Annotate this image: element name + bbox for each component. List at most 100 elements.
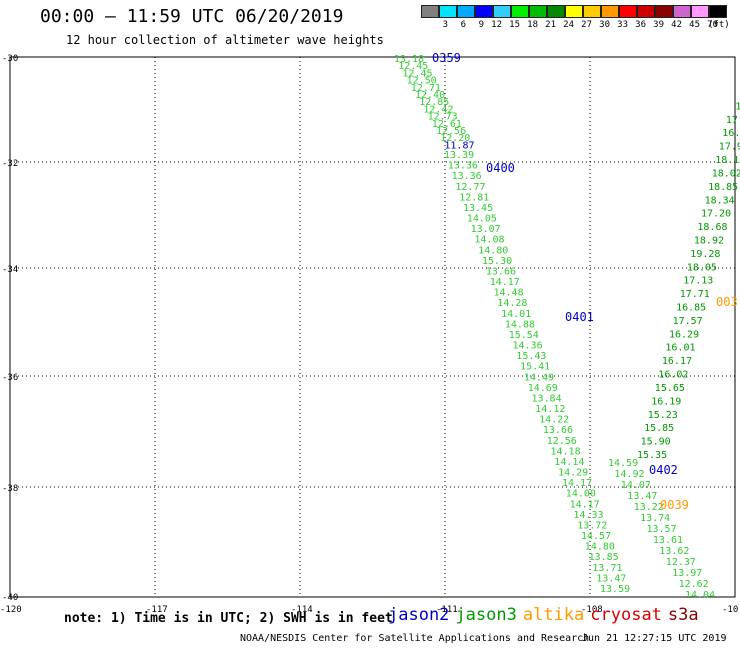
track-a-value: 12.50 xyxy=(407,76,437,87)
map-subtitle: 12 hour collection of altimeter wave hei… xyxy=(66,33,384,47)
color-scale-tick: 15 xyxy=(509,20,520,30)
track-b-value: 15.65 xyxy=(655,383,685,394)
color-scale-tick: 36 xyxy=(635,20,646,30)
color-swatch xyxy=(601,5,619,18)
track-a-value: 14.00 xyxy=(566,489,596,500)
track-b-value: 18.13 xyxy=(715,155,740,166)
track-a-value: 14.57 xyxy=(581,531,611,542)
track-b-value: 19.28 xyxy=(690,249,720,260)
pass-time-label: 0359 xyxy=(432,51,461,65)
color-swatch xyxy=(511,5,529,18)
color-scale-unit: (ft) xyxy=(708,20,730,30)
satellite-legend-s3a: s3a xyxy=(667,605,699,625)
track-a-value: 14.17 xyxy=(562,478,592,489)
track-b-value: 17.20 xyxy=(701,209,731,220)
color-swatch xyxy=(583,5,601,18)
track-a-value: 14.14 xyxy=(554,457,584,468)
track-a-value: 14.80 xyxy=(585,542,615,553)
track-a-value: 12.56 xyxy=(547,436,577,447)
track-a-value: 14.80 xyxy=(478,245,508,256)
latitude-label: -38 xyxy=(2,484,18,494)
track-a-value: 15.41 xyxy=(520,362,550,373)
track-b-value: 18.85 xyxy=(708,182,738,193)
track-b-value: 13.47 xyxy=(627,491,657,502)
track-a-value: 14.33 xyxy=(573,510,603,521)
track-a-value: 13.85 xyxy=(589,552,619,563)
color-swatch xyxy=(619,5,637,18)
color-swatch xyxy=(457,5,475,18)
map-title: 00:00 – 11:59 UTC 06/20/2019 xyxy=(40,6,344,27)
track-b-value: 13.57 xyxy=(647,524,677,535)
track-a-value: 13.36 xyxy=(448,161,478,172)
track-a-value: 14.29 xyxy=(558,468,588,479)
satellite-legend: jason2 jason3 altika cryosat s3a xyxy=(388,605,705,625)
track-a-value: 13.36 xyxy=(452,171,482,182)
pass-time-label: 0039 xyxy=(660,498,689,512)
color-swatch xyxy=(655,5,673,18)
color-swatch xyxy=(439,5,457,18)
track-b-value: 18.92 xyxy=(694,236,724,247)
longitude-label: -114 xyxy=(291,605,313,615)
track-a-value: 13.45 xyxy=(463,203,493,214)
track-a-value: 15.54 xyxy=(509,330,539,341)
track-b-value: 17.57 xyxy=(673,316,703,327)
footer-note: note: 1) Time is in UTC; 2) SWH is in fe… xyxy=(64,611,393,626)
track-b-value: 18.68 xyxy=(697,222,727,233)
track-a-value: 14.12 xyxy=(535,404,565,415)
track-b-value: 16.01 xyxy=(665,343,695,354)
color-scale-tick: 9 xyxy=(478,20,484,30)
track-a-value: 12.45 xyxy=(402,68,432,79)
track-a-value: 12.73 xyxy=(428,112,458,123)
track-a-value: 12.61 xyxy=(432,119,462,130)
track-b-value: 13.97 xyxy=(672,568,702,579)
track-b-value: 17.13 xyxy=(683,276,713,287)
color-scale-tick: 39 xyxy=(653,20,664,30)
track-a-value: 14.88 xyxy=(505,319,535,330)
track-a-value: 12.56 xyxy=(436,126,466,137)
track-b-value: 16.17 xyxy=(662,356,692,367)
track-a-value: 14.28 xyxy=(497,298,527,309)
track-b-value: 18.05 xyxy=(687,262,717,273)
satellite-legend-jason2: jason2 xyxy=(388,605,450,625)
satellite-legend-jason3: jason3 xyxy=(455,605,517,625)
track-b-value: 14.07 xyxy=(621,480,651,491)
track-a-value: 12.45 xyxy=(398,61,428,72)
color-swatch xyxy=(421,5,439,18)
track-a-value: 12.85 xyxy=(419,97,449,108)
track-a-value: 12.71 xyxy=(411,83,441,94)
track-a-value: 14.01 xyxy=(501,309,531,320)
track-a-value: 13.71 xyxy=(592,563,622,574)
timestamp: Jun 21 12:27:15 UTC 2019 xyxy=(582,633,727,644)
pass-time-label: 0402 xyxy=(649,463,678,477)
color-swatch xyxy=(529,5,547,18)
color-swatch xyxy=(673,5,691,18)
track-b-value: 15.85 xyxy=(644,423,674,434)
color-scale-tick: 21 xyxy=(545,20,556,30)
track-b-value: 15.90 xyxy=(641,437,671,448)
track-b-value: 12.62 xyxy=(679,579,709,590)
track-b-value: 16.85 xyxy=(676,303,706,314)
color-scale-tick: 42 xyxy=(671,20,682,30)
track-b-value: 14.59 xyxy=(608,458,638,469)
track-a-value: 14.69 xyxy=(528,383,558,394)
track-b-value: 13.62 xyxy=(659,546,689,557)
latitude-label: -34 xyxy=(2,265,18,275)
track-a-value: 14.18 xyxy=(551,446,581,457)
color-scale-bar xyxy=(421,5,727,18)
longitude-label: -120 xyxy=(0,605,22,615)
track-a-value: 14.17 xyxy=(490,277,520,288)
track-b-value: 14.04 xyxy=(685,590,715,601)
color-swatch xyxy=(565,5,583,18)
map-frame xyxy=(9,56,736,598)
track-b-value: 16.29 xyxy=(669,329,699,340)
longitude-label: -117 xyxy=(146,605,168,615)
color-swatch xyxy=(709,5,727,18)
track-a-value: 13.39 xyxy=(444,150,474,161)
color-scale-tick: 70 xyxy=(707,20,718,30)
color-swatch xyxy=(547,5,565,18)
track-a-value: 14.08 xyxy=(474,235,504,246)
color-swatch xyxy=(637,5,655,18)
longitude-label: -111 xyxy=(436,605,458,615)
color-scale-tick: 6 xyxy=(460,20,466,30)
satellite-legend-cryosat: cryosat xyxy=(590,605,662,625)
